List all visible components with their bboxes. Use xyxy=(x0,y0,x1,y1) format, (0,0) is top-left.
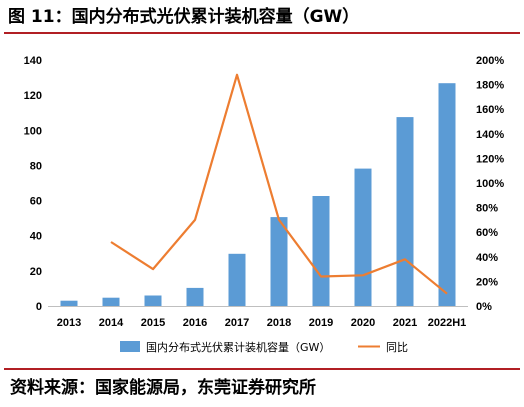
right-axis-ticks: 0% 20% 40% 60% 80% 100% 120% 140% 160% 180% 200% xyxy=(476,55,504,313)
bar-2019 xyxy=(312,196,330,306)
right-tick-label: 140% xyxy=(476,129,504,141)
legend: 国内分布式光伏累计装机容量（GW） 同比 xyxy=(120,340,408,354)
x-tick-label: 2021 xyxy=(393,317,417,329)
x-tick-label: 2013 xyxy=(57,317,81,329)
x-tick-label: 2014 xyxy=(99,317,124,329)
title-rule xyxy=(4,32,520,34)
legend-bar-label: 国内分布式光伏累计装机容量（GW） xyxy=(146,340,330,354)
right-tick-label: 80% xyxy=(476,203,498,215)
left-tick-label: 120 xyxy=(24,90,42,102)
left-tick-label: 60 xyxy=(30,196,42,208)
x-tick-label: 2017 xyxy=(225,317,249,329)
x-tick-label: 2015 xyxy=(141,317,165,329)
x-tick-label: 2022H1 xyxy=(428,317,467,329)
x-tick-label: 2018 xyxy=(267,317,291,329)
left-tick-label: 100 xyxy=(24,125,42,137)
right-tick-label: 0% xyxy=(476,301,492,313)
bar-2016 xyxy=(186,287,204,306)
left-axis-ticks: 0 20 40 60 80 100 120 140 xyxy=(24,55,42,313)
bar-2015 xyxy=(144,295,162,306)
left-tick-label: 40 xyxy=(30,231,42,243)
bar-2013 xyxy=(60,300,78,306)
source-note: 资料来源：国家能源局，东莞证券研究所 xyxy=(10,378,316,398)
left-tick-label: 0 xyxy=(36,301,42,313)
bar-2022H1 xyxy=(438,83,456,306)
left-tick-label: 80 xyxy=(30,160,42,172)
bar-2021 xyxy=(396,117,414,306)
right-tick-label: 60% xyxy=(476,227,498,239)
bar-2017 xyxy=(228,253,246,306)
figure-title: 图 11：国内分布式光伏累计装机容量（GW） xyxy=(8,7,360,27)
right-tick-label: 20% xyxy=(476,276,498,288)
left-tick-label: 20 xyxy=(30,266,42,278)
chart: 0 20 40 60 80 100 120 140 0% 20% 40% 60% 80% 100% 120… xyxy=(24,55,505,354)
footer-rule xyxy=(4,368,520,370)
bar-2020 xyxy=(354,168,372,306)
right-tick-label: 40% xyxy=(476,252,498,264)
right-tick-label: 160% xyxy=(476,104,504,116)
line-series xyxy=(110,73,448,295)
legend-line-label: 同比 xyxy=(386,341,408,354)
bar-2014 xyxy=(102,297,120,306)
legend-bar-swatch xyxy=(120,341,140,352)
right-tick-label: 200% xyxy=(476,55,504,67)
x-tick-label: 2020 xyxy=(351,317,375,329)
bar-series xyxy=(60,83,456,306)
right-tick-label: 180% xyxy=(476,80,504,92)
x-tick-label: 2019 xyxy=(309,317,333,329)
x-axis-ticks: 2013 2014 2015 2016 2017 2018 2019 2020 2021 2022… xyxy=(57,317,467,329)
right-tick-label: 100% xyxy=(476,178,504,190)
bar-2018 xyxy=(270,217,288,306)
right-tick-label: 120% xyxy=(476,153,504,165)
x-tick-label: 2016 xyxy=(183,317,207,329)
left-tick-label: 140 xyxy=(24,55,42,67)
